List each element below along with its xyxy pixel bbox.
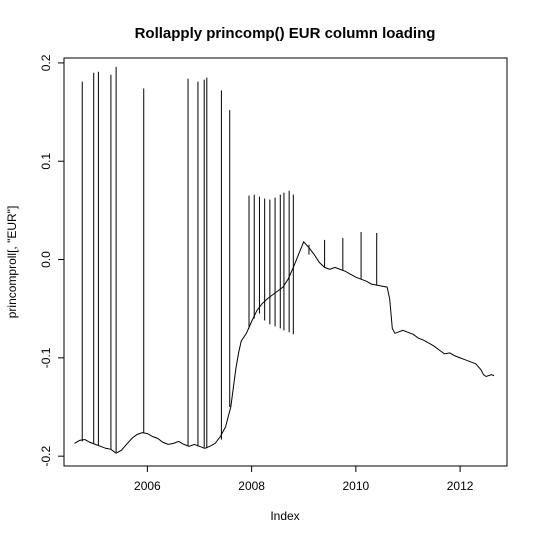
spike-lines: [81, 66, 378, 453]
y-axis-label: princomproll[, "EUR"]: [5, 206, 19, 319]
y-tick-label: -0.1: [39, 347, 53, 368]
y-tick-label: 0.0: [39, 251, 53, 268]
y-tick-label: -0.2: [39, 446, 53, 467]
x-tick-label: 2012: [447, 479, 474, 493]
y-axis: -0.2 -0.1 0.0 0.1 0.2: [39, 54, 64, 467]
y-tick-label: 0.1: [39, 153, 53, 170]
y-tick-label: 0.2: [39, 54, 53, 71]
plot-area-frame: [63, 57, 508, 467]
x-tick-label: 2010: [343, 479, 370, 493]
x-tick-label: 2008: [238, 479, 265, 493]
x-axis-label: Index: [270, 509, 299, 523]
series-line: [74, 240, 495, 454]
x-tick-label: 2006: [134, 479, 161, 493]
chart-title: Rollapply princomp() EUR column loading: [135, 25, 436, 42]
x-axis: 2006 2008 2010 2012: [134, 466, 474, 493]
